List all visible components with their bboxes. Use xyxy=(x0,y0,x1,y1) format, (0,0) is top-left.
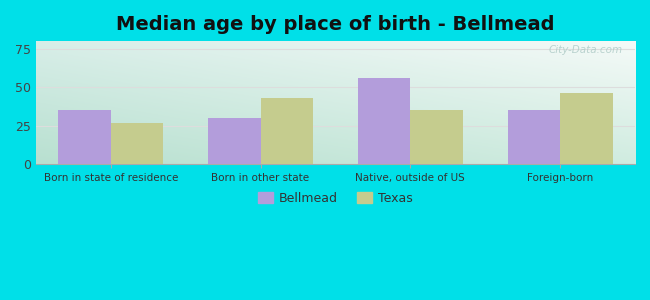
Bar xyxy=(111,123,163,164)
Bar xyxy=(208,118,261,164)
Bar xyxy=(261,98,313,164)
Bar xyxy=(358,78,410,164)
Text: City-Data.com: City-Data.com xyxy=(549,45,623,55)
Title: Median age by place of birth - Bellmead: Median age by place of birth - Bellmead xyxy=(116,15,554,34)
Bar xyxy=(560,93,612,164)
Bar xyxy=(58,110,110,164)
Bar xyxy=(508,110,560,164)
Legend: Bellmead, Texas: Bellmead, Texas xyxy=(253,187,418,210)
Bar xyxy=(410,110,463,164)
